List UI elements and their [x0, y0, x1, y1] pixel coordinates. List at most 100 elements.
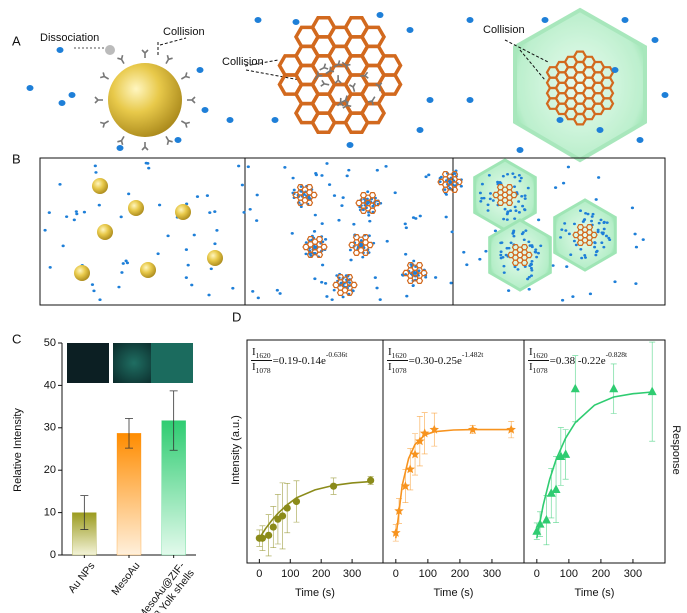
- molecule: [371, 204, 375, 208]
- data-point: [429, 424, 439, 434]
- molecule: [571, 295, 575, 298]
- panel-frame: [39, 157, 666, 306]
- molecule: [292, 19, 300, 25]
- molecule: [327, 183, 332, 186]
- molecule: [484, 249, 488, 253]
- molecule: [526, 186, 530, 190]
- molecule: [466, 17, 474, 23]
- molecule: [528, 264, 532, 267]
- molecule: [594, 250, 598, 254]
- data-point: [265, 531, 273, 539]
- molecule: [323, 282, 328, 285]
- molecule: [488, 192, 492, 195]
- mof-cell: [361, 249, 370, 256]
- error-bar: [169, 390, 178, 451]
- molecule: [411, 284, 415, 287]
- molecule: [516, 147, 524, 153]
- x-tick-label: 100: [419, 568, 437, 580]
- molecule: [505, 212, 509, 216]
- mof-cell: [415, 262, 424, 269]
- mof-cell: [376, 54, 403, 77]
- molecule: [527, 240, 531, 244]
- molecule: [505, 246, 509, 250]
- molecule: [367, 211, 371, 214]
- molecule: [146, 162, 150, 165]
- molecule: [520, 194, 524, 198]
- bar: [116, 433, 142, 556]
- fit-curve: [258, 480, 371, 539]
- molecule: [68, 92, 76, 98]
- molecule: [567, 232, 571, 236]
- molecule: [509, 209, 513, 212]
- molecule: [517, 200, 521, 203]
- molecule: [283, 166, 287, 169]
- molecule: [478, 191, 482, 195]
- gold-nanoparticle: [175, 204, 191, 220]
- molecule: [633, 232, 637, 236]
- molecule: [574, 243, 578, 247]
- molecule: [513, 185, 517, 188]
- molecule: [566, 165, 571, 169]
- data-point: [541, 515, 551, 524]
- molecule: [321, 263, 325, 267]
- molecule: [72, 218, 76, 222]
- denominator-symbol: I: [529, 361, 533, 374]
- annotation: Collision: [222, 56, 264, 68]
- zif-shell: [488, 218, 552, 292]
- molecule: [535, 255, 539, 259]
- antibody: [165, 54, 173, 65]
- antibody: [320, 79, 330, 87]
- molecule: [373, 276, 377, 280]
- molecule: [519, 176, 523, 180]
- molecule: [506, 172, 510, 176]
- molecule: [517, 173, 521, 177]
- panel-label: C: [12, 331, 21, 346]
- mof-cell: [510, 191, 518, 199]
- panel-label: B: [12, 151, 21, 166]
- mof-cell: [359, 25, 387, 49]
- annotation: Collision: [483, 24, 525, 36]
- molecule: [581, 220, 585, 223]
- molecule: [337, 218, 341, 222]
- molecule: [583, 256, 587, 259]
- panel-label: D: [232, 309, 241, 324]
- molecule: [596, 127, 604, 133]
- plot-frame: [523, 339, 666, 564]
- molecule: [517, 211, 521, 214]
- molecule: [560, 228, 564, 231]
- molecule: [556, 117, 564, 123]
- molecule: [450, 230, 454, 234]
- y-tick-label: 20: [44, 464, 56, 476]
- molecule: [90, 283, 95, 286]
- molecule: [375, 168, 379, 172]
- gold-nanoparticle: [207, 250, 223, 266]
- antibody: [180, 120, 191, 128]
- equation: I1620 I1078 =0.30-0.25e -1.482t: [387, 346, 483, 375]
- gold-nanoparticle: [108, 63, 182, 137]
- mof-cell: [320, 243, 328, 251]
- molecule: [493, 229, 498, 233]
- molecule: [361, 208, 365, 212]
- molecule: [192, 233, 196, 237]
- y-axis-label: Relative Intensity: [12, 408, 24, 492]
- data-point: [367, 476, 375, 485]
- molecule: [292, 188, 296, 192]
- molecule: [601, 231, 605, 235]
- gold-nanoparticle: [74, 265, 90, 281]
- molecule: [599, 218, 603, 222]
- molecule: [313, 277, 317, 281]
- molecule: [246, 165, 250, 169]
- x-tick-label: 0: [534, 568, 540, 580]
- data-point: [329, 482, 338, 490]
- mof-cell: [315, 236, 324, 243]
- molecule: [513, 205, 517, 209]
- molecule: [539, 244, 543, 248]
- antibody: [117, 54, 125, 65]
- data-point: [551, 484, 561, 493]
- mof-cell: [310, 191, 318, 199]
- antibody: [117, 135, 125, 146]
- molecule: [313, 252, 317, 255]
- molecule: [417, 269, 421, 272]
- molecule: [593, 241, 597, 245]
- molecule: [502, 217, 506, 221]
